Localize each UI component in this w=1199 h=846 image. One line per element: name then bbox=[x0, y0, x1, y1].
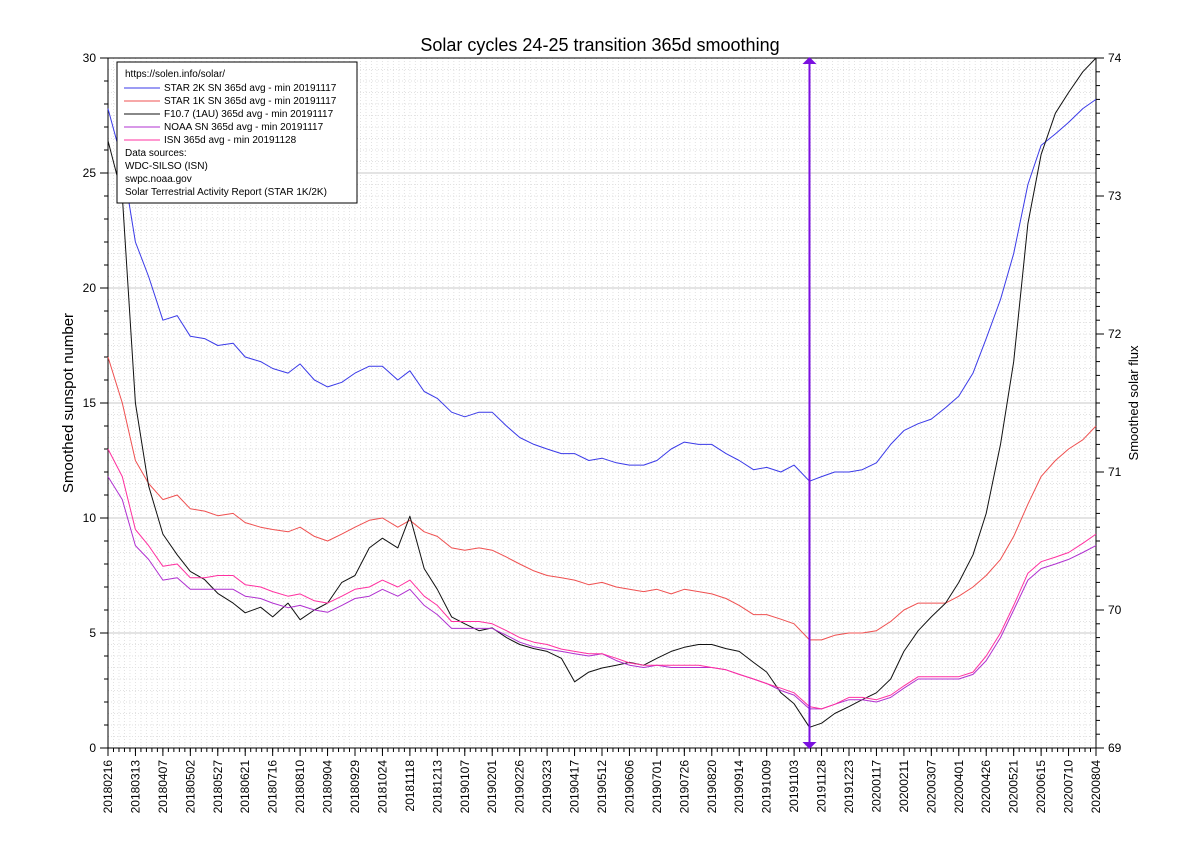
y-tick-label: 10 bbox=[83, 511, 97, 525]
legend-source: swpc.noaa.gov bbox=[125, 174, 192, 185]
x-tick-label: 20200117 bbox=[869, 760, 883, 813]
x-tick-label: 20200426 bbox=[979, 760, 993, 814]
x-tick-label: 20180621 bbox=[238, 760, 252, 814]
y2-tick-label: 74 bbox=[1108, 51, 1122, 65]
x-tick-label: 20190914 bbox=[732, 760, 746, 814]
x-tick-label: 20191223 bbox=[842, 760, 856, 814]
y-tick-label: 25 bbox=[83, 166, 97, 180]
legend-entry: F10.7 (1AU) 365d avg - min 20191117 bbox=[164, 109, 334, 120]
x-tick-label: 20200307 bbox=[924, 760, 938, 814]
x-tick-label: 20200521 bbox=[1007, 760, 1021, 814]
y-tick-label: 30 bbox=[83, 51, 97, 65]
y-axis-title: Smoothed sunspot number bbox=[60, 313, 77, 493]
x-tick-label: 20180313 bbox=[128, 760, 142, 814]
legend-source: Solar Terrestrial Activity Report (STAR … bbox=[125, 187, 327, 198]
x-tick-label: 20180929 bbox=[348, 760, 362, 814]
x-tick-label: 20181024 bbox=[375, 760, 389, 814]
x-tick-label: 20200615 bbox=[1034, 760, 1048, 814]
series-line-4 bbox=[107, 448, 1097, 710]
x-tick-label: 20190226 bbox=[513, 760, 527, 814]
legend-url: https://solen.info/solar/ bbox=[125, 69, 225, 80]
x-tick-label: 20180810 bbox=[293, 760, 307, 814]
x-tick-label: 20200401 bbox=[952, 760, 966, 814]
legend-source: WDC-SILSO (ISN) bbox=[125, 161, 208, 172]
minimum-marker bbox=[802, 57, 817, 749]
x-tick-label: 20180527 bbox=[211, 760, 225, 814]
legend-box bbox=[116, 61, 358, 204]
x-tick-label: 20191128 bbox=[815, 760, 829, 813]
y2-tick-label: 70 bbox=[1108, 603, 1122, 617]
x-tick-label: 20180407 bbox=[156, 760, 170, 814]
marker-arrow-up bbox=[802, 57, 817, 64]
x-tick-label: 20200710 bbox=[1062, 760, 1076, 814]
legend-entry: NOAA SN 365d avg - min 20191117 bbox=[164, 122, 324, 133]
legend-sources-title: Data sources: bbox=[125, 148, 187, 159]
x-tick-label: 20200211 bbox=[897, 760, 911, 813]
y-tick-label: 20 bbox=[83, 281, 97, 295]
legend: https://solen.info/solar/ STAR 2K SN 365… bbox=[116, 61, 358, 204]
y2-tick-label: 72 bbox=[1108, 327, 1122, 341]
x-tick-label: 20180716 bbox=[266, 760, 280, 814]
x-axis: 20180216 20180313 20180407 20180502 20180527… bbox=[101, 748, 1103, 813]
x-tick-label: 20190726 bbox=[677, 760, 691, 814]
series-line-0 bbox=[107, 98, 1097, 482]
x-tick-label: 20190417 bbox=[568, 760, 582, 814]
y-tick-label: 5 bbox=[89, 626, 96, 640]
y2-axis-title: Smoothed solar flux bbox=[1126, 345, 1141, 460]
x-tick-label: 20190701 bbox=[650, 760, 664, 814]
x-tick-label: 20180502 bbox=[183, 760, 197, 814]
y2-tick-label: 71 bbox=[1108, 465, 1122, 479]
x-tick-label: 20181118 bbox=[403, 760, 417, 812]
y-tick-label: 15 bbox=[83, 396, 97, 410]
series-lines bbox=[107, 57, 1097, 728]
series-line-1 bbox=[107, 356, 1097, 641]
x-tick-label: 20190512 bbox=[595, 760, 609, 814]
x-tick-label: 20190323 bbox=[540, 760, 554, 814]
legend-entry: ISN 365d avg - min 20191128 bbox=[164, 135, 297, 146]
chart-title: Solar cycles 24-25 transition 365d smoot… bbox=[420, 35, 779, 55]
x-tick-label: 20180904 bbox=[321, 760, 335, 814]
y-axis-right: 69 70 71 72 73 74 bbox=[1096, 51, 1122, 755]
x-tick-label: 20200804 bbox=[1089, 760, 1103, 814]
marker-arrow-down bbox=[802, 742, 817, 749]
x-tick-label: 20190606 bbox=[622, 760, 636, 814]
x-tick-label: 20191009 bbox=[760, 760, 774, 814]
y-tick-label: 0 bbox=[89, 741, 96, 755]
y-axis-left: 0 5 10 15 20 25 30 bbox=[83, 51, 108, 755]
series-line-2 bbox=[107, 57, 1097, 728]
y2-tick-label: 73 bbox=[1108, 189, 1122, 203]
legend-entry: STAR 1K SN 365d avg - min 20191117 bbox=[164, 96, 337, 107]
x-tick-label: 20190107 bbox=[458, 760, 472, 814]
x-tick-label: 20180216 bbox=[101, 760, 115, 814]
x-tick-label: 20191103 bbox=[787, 760, 801, 813]
legend-entry: STAR 2K SN 365d avg - min 20191117 bbox=[164, 83, 337, 94]
y2-tick-label: 69 bbox=[1108, 741, 1122, 755]
x-tick-label: 20181213 bbox=[430, 760, 444, 814]
x-tick-label: 20190201 bbox=[485, 760, 499, 814]
x-tick-label: 20190820 bbox=[705, 760, 719, 814]
